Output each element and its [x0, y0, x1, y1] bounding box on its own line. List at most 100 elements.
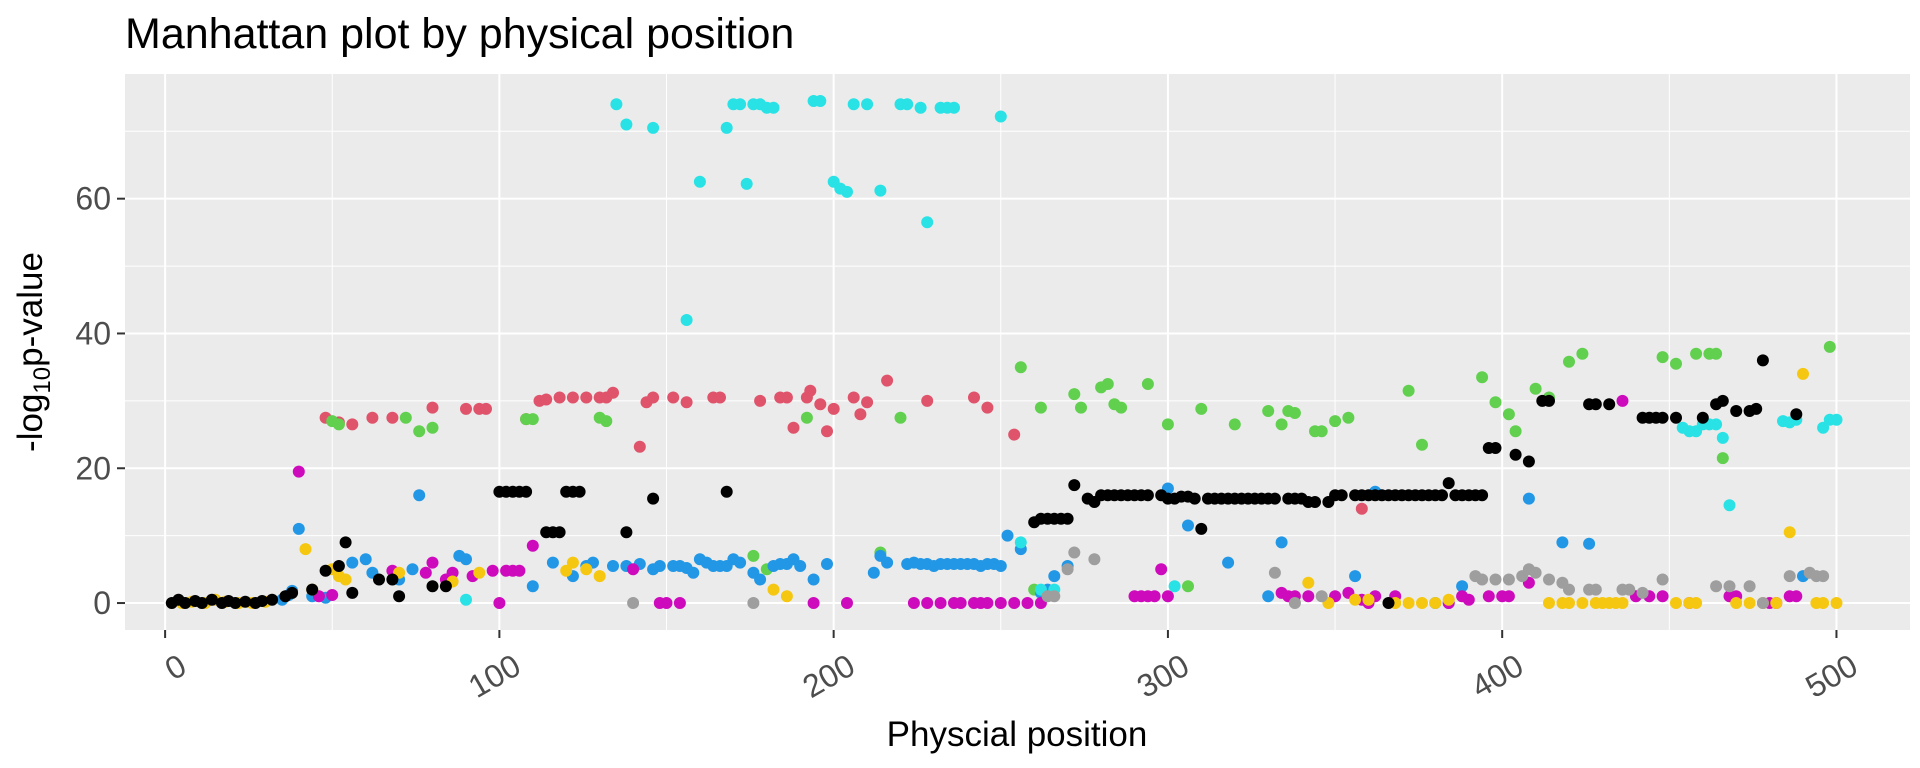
data-point	[847, 391, 860, 404]
data-point	[841, 597, 853, 609]
data-point	[406, 563, 419, 576]
data-point	[1442, 477, 1455, 490]
data-point	[1268, 566, 1281, 579]
data-point	[994, 560, 1007, 572]
data-point	[1529, 566, 1542, 579]
data-point	[1710, 347, 1723, 360]
data-point	[647, 492, 660, 505]
data-point	[1482, 590, 1495, 603]
data-point	[1743, 597, 1756, 609]
data-point	[480, 402, 492, 415]
data-point	[1710, 580, 1723, 593]
data-point	[680, 314, 693, 326]
data-point	[1522, 492, 1535, 505]
data-point	[1790, 590, 1803, 603]
data-point	[520, 485, 533, 498]
data-point	[546, 556, 559, 569]
data-point	[460, 402, 472, 415]
data-point	[647, 391, 660, 404]
data-point	[292, 465, 305, 478]
data-point	[1723, 580, 1736, 593]
data-point	[1750, 402, 1763, 415]
data-point	[399, 411, 412, 424]
data-point	[680, 396, 693, 409]
data-point	[921, 597, 934, 609]
data-point	[734, 98, 747, 111]
x-tick-label: 300	[1131, 647, 1195, 705]
data-point	[994, 597, 1007, 609]
data-point	[627, 563, 640, 576]
data-point	[1275, 418, 1288, 431]
data-point	[580, 563, 593, 576]
data-point	[620, 526, 633, 539]
data-point	[332, 418, 345, 431]
chart-title: Manhattan plot by physical position	[125, 10, 794, 58]
data-point	[1088, 553, 1101, 566]
data-point	[1195, 522, 1208, 535]
data-point	[1068, 479, 1081, 492]
data-point	[366, 411, 379, 424]
y-tick-label: 40	[75, 315, 111, 351]
data-point	[1509, 448, 1522, 461]
data-point	[1335, 489, 1348, 502]
data-point	[1161, 418, 1174, 431]
data-point	[687, 566, 700, 579]
data-point	[326, 589, 339, 601]
data-point	[914, 101, 927, 114]
data-point	[1716, 452, 1729, 465]
data-point	[1696, 411, 1709, 424]
data-point	[894, 411, 907, 424]
data-point	[1716, 394, 1729, 407]
data-point	[1342, 411, 1355, 424]
data-point	[921, 394, 934, 407]
data-point	[1616, 597, 1629, 609]
data-point	[1710, 418, 1723, 431]
data-point	[526, 413, 539, 426]
data-point	[439, 580, 452, 593]
data-point	[1061, 563, 1074, 576]
data-point	[1656, 351, 1669, 364]
x-tick-label: 200	[797, 647, 861, 705]
data-point	[1830, 597, 1843, 609]
data-point	[1141, 489, 1154, 502]
data-point	[714, 391, 726, 404]
data-point	[346, 586, 359, 599]
data-point	[1616, 394, 1629, 407]
data-point	[968, 391, 980, 404]
data-point	[734, 556, 747, 569]
x-tick-label: 500	[1799, 647, 1863, 705]
data-point	[553, 391, 566, 404]
data-point	[1783, 570, 1796, 583]
data-point	[413, 489, 426, 502]
data-point	[256, 595, 269, 607]
data-point	[1315, 590, 1328, 603]
data-point	[319, 564, 332, 577]
data-point	[1797, 367, 1809, 380]
data-point	[1288, 597, 1301, 609]
data-point	[994, 110, 1007, 123]
data-point	[1756, 354, 1769, 367]
data-point	[346, 556, 359, 569]
data-point	[1830, 413, 1843, 426]
data-point	[373, 573, 385, 586]
data-point	[1817, 421, 1830, 434]
data-point	[1075, 401, 1087, 414]
y-axis-title-base: -log	[11, 394, 50, 452]
data-point	[881, 374, 894, 387]
data-point	[1068, 388, 1081, 401]
data-point	[610, 98, 623, 111]
data-point	[1402, 597, 1415, 609]
data-point	[179, 597, 192, 609]
data-point	[1402, 384, 1415, 397]
data-point	[627, 597, 640, 609]
data-point	[1563, 597, 1575, 609]
y-axis: 0 20 40 60	[75, 181, 125, 621]
data-point	[1603, 398, 1616, 411]
data-point	[754, 394, 767, 407]
data-point	[1817, 570, 1830, 583]
data-point	[821, 558, 833, 570]
data-point	[1014, 361, 1027, 374]
data-point	[747, 597, 760, 609]
data-point	[1770, 597, 1783, 609]
data-point	[607, 386, 619, 399]
